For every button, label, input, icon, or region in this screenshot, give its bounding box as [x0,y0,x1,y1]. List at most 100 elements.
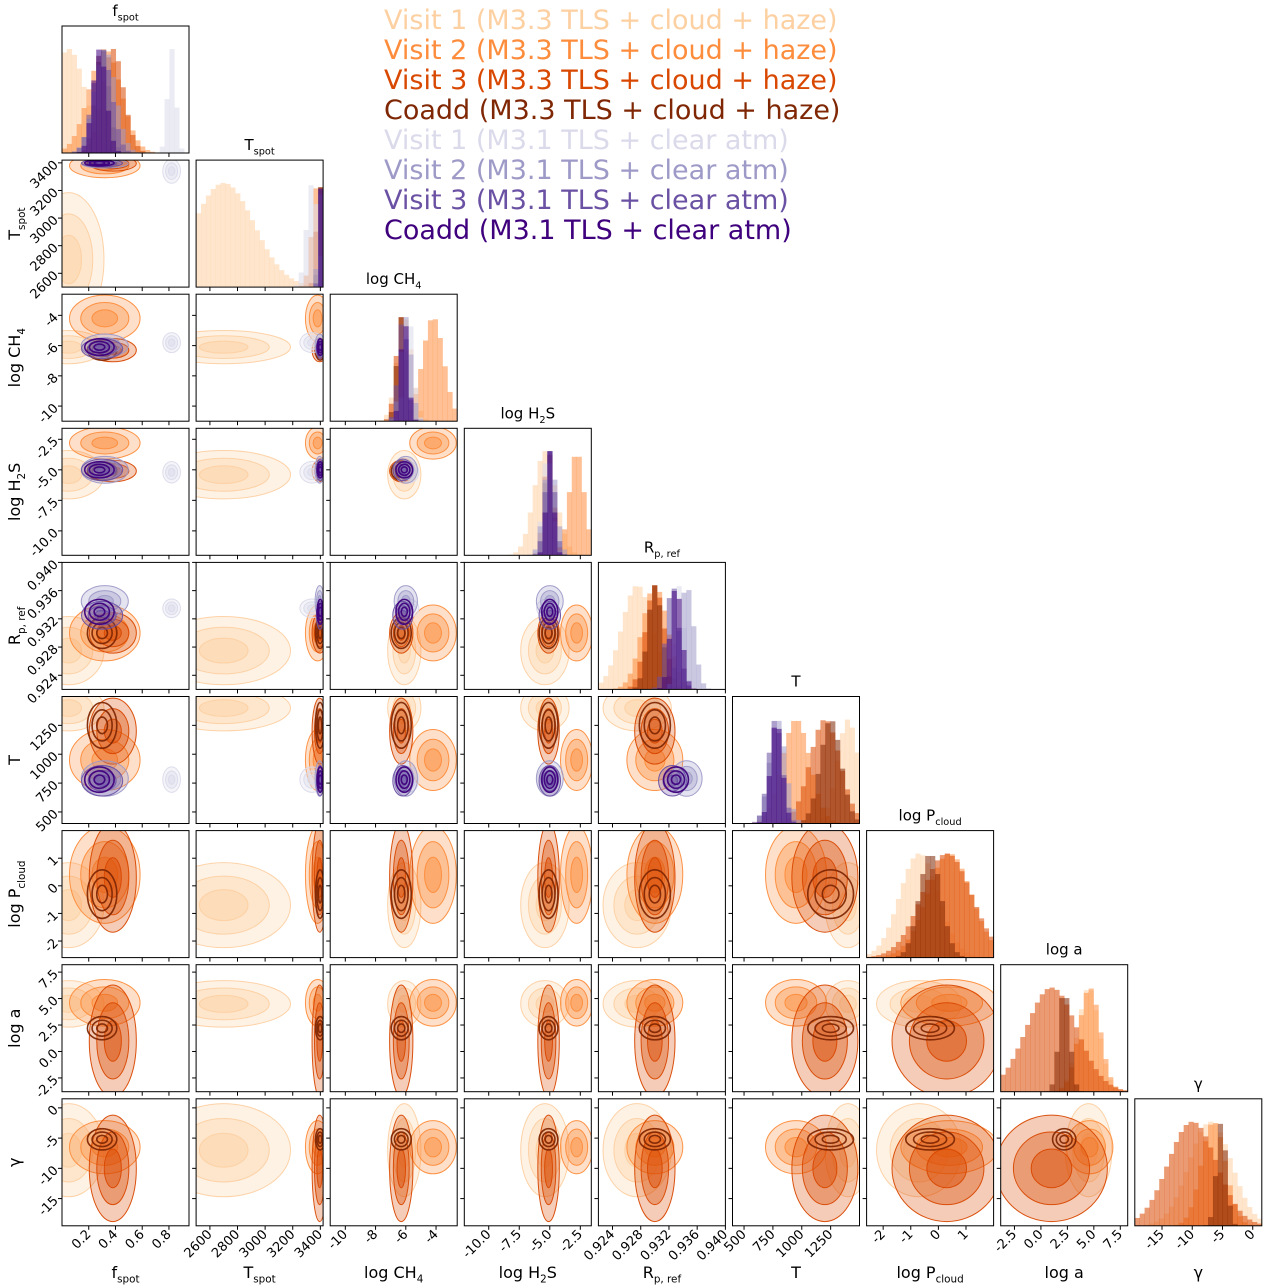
contour-level [544,884,553,904]
contour-level [1030,1148,1073,1189]
histogram-bar [978,918,985,958]
contour-level [806,1127,855,1151]
histogram-bar [876,945,882,958]
contour-level [88,770,111,790]
contour-level [784,993,808,1012]
histogram-bar [761,793,767,824]
panel-frame [61,964,190,1093]
contour-level [812,1148,838,1189]
histogram-bar [786,783,792,824]
panel-frame [195,159,324,288]
contour-level [316,876,324,912]
histogram-bar [756,822,763,824]
y-tick-label: 500 [33,807,61,835]
contour-level [546,774,554,786]
histogram-bar [866,953,872,958]
histogram-bar [1232,1172,1238,1226]
histogram-bar [547,451,553,556]
histogram-bar [120,128,126,153]
x-tick-label: 0.4 [96,1227,121,1252]
histogram-bar [627,686,633,690]
histogram-bar [120,144,126,153]
histogram-bar [1000,1074,1006,1092]
contour-level [926,1148,968,1189]
contour-level [538,869,559,920]
histogram-bar [293,285,299,288]
panel-frame [329,293,458,422]
contour-level [95,1134,109,1144]
histogram-bar [135,146,141,153]
contour-level [83,598,115,626]
x-tick-label: 3200 [264,1227,298,1261]
contour-level [396,716,406,735]
histogram-bar [1098,1075,1104,1092]
contour-level [643,1019,667,1037]
y-tick-label: -15 [36,1194,62,1220]
y-tick-label: 0.932 [25,614,62,651]
diagonal-title: Rp, ref [644,538,681,560]
contour-level [538,1015,559,1041]
contour-level [666,770,686,790]
panel-frame [463,561,592,690]
histogram-bar [76,147,82,153]
histogram-bar [418,419,424,422]
contour-level [543,602,557,622]
contour-level [317,466,323,474]
x-axis-label: log CH4 [364,1263,424,1285]
contour-level [393,1131,409,1148]
contour-level [397,770,411,790]
histogram-bar [1113,1087,1119,1092]
contour-level [544,1134,553,1144]
y-tick-label: 0.936 [25,586,62,623]
panel-frame [61,25,190,154]
contour-panel [876,979,994,1092]
histogram-bar [900,952,906,958]
histogram-bar [810,798,816,824]
y-axis-label: log Pcloud [5,860,28,927]
y-tick-label: 1 [45,853,61,869]
y-tick-label: 1250 [28,720,62,754]
histogram-bar [891,914,897,958]
contour-level [540,618,557,648]
y-tick-label: -10 [36,1163,62,1189]
contour-panel [196,585,324,686]
histogram-bar [930,855,936,958]
histogram-bar [652,687,658,690]
histogram-bar [383,419,390,422]
histogram-bar [76,124,82,153]
diagonal-title: log H2S [500,404,555,426]
histogram-bar [427,320,434,422]
contour-level [821,884,840,904]
panel-frame [463,427,592,556]
contour-level [86,701,118,750]
contour-level [424,436,442,450]
histogram-bar [652,585,658,690]
contour-level [83,460,115,479]
contour-level [314,1127,324,1151]
histogram-bar [696,664,702,690]
contour-level [312,436,323,450]
histogram-bar [1159,1178,1165,1226]
contour-level [167,467,176,477]
contour-level [648,716,662,735]
legend: Visit 1 (M3.3 TLS + cloud + haze) Visit … [384,6,840,246]
y-tick-label: -2.5 [33,434,62,463]
y-tick-label: 2.5 [36,1020,61,1045]
histogram-bar [756,815,763,824]
histogram-bar [81,137,87,153]
panel-frame [866,1098,995,1227]
y-tick-label: -1 [42,908,62,928]
histogram-bar [849,727,855,824]
histogram-bar [910,926,916,958]
contour-level [643,708,667,742]
contour-panel [196,979,324,1092]
histogram-bar [313,204,319,288]
contour-level [91,621,113,645]
histogram-bar [244,210,251,288]
contour-level [317,343,323,351]
contour-level [565,613,589,653]
diagonal-title: Tspot [243,136,274,158]
contour-level [416,841,450,909]
histogram-bar [408,354,414,422]
contour-level [538,701,559,750]
